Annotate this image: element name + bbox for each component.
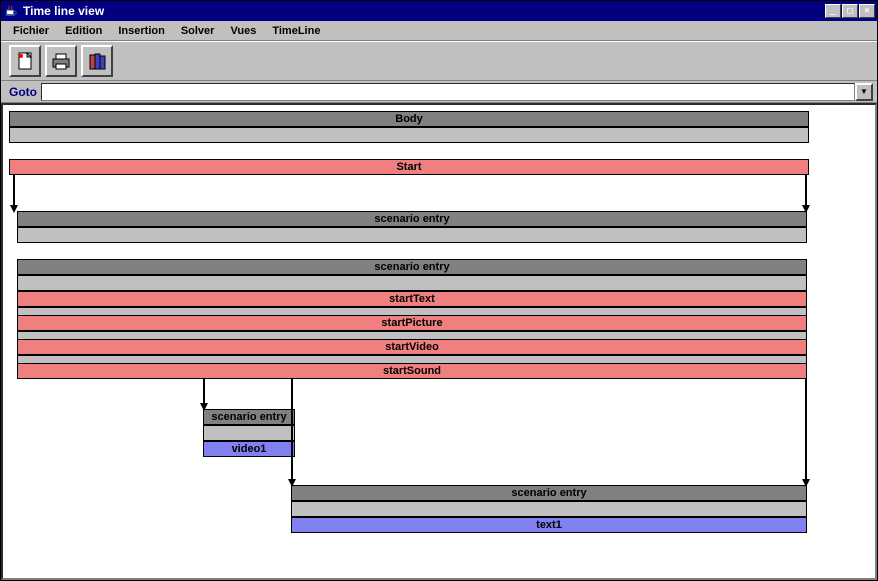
timeline-bar-video1[interactable]: video1 xyxy=(203,441,295,457)
timeline-bar-startSound[interactable]: startSound xyxy=(17,363,807,379)
printer-button[interactable] xyxy=(45,45,77,77)
timeline-bar-body[interactable]: Body xyxy=(9,111,809,127)
menubar: Fichier Edition Insertion Solver Vues Ti… xyxy=(1,21,877,41)
titlebar: Time line view _ □ × xyxy=(1,1,877,21)
timeline-bar-scen2-pad[interactable] xyxy=(17,275,807,291)
timeline-bar-startText[interactable]: startText xyxy=(17,291,807,307)
timeline-bar-scen3[interactable]: scenario entry xyxy=(203,409,295,425)
timeline-bar-scen3-pad[interactable] xyxy=(203,425,295,441)
timeline-bar-scen4-pad[interactable] xyxy=(291,501,807,517)
books-icon xyxy=(86,50,108,72)
goto-combobox[interactable]: ▼ xyxy=(41,83,873,101)
timeline-arrow-2 xyxy=(203,379,205,405)
timeline-bar-scen4[interactable]: scenario entry xyxy=(291,485,807,501)
menu-insertion[interactable]: Insertion xyxy=(110,23,172,39)
menu-edition[interactable]: Edition xyxy=(57,23,110,39)
java-cup-icon xyxy=(3,3,19,19)
timeline-arrowhead-2 xyxy=(200,403,208,411)
timeline-arrow-0 xyxy=(13,175,15,207)
maximize-button[interactable]: □ xyxy=(842,4,858,18)
timeline-bar-text1[interactable]: text1 xyxy=(291,517,807,533)
goto-label: Goto xyxy=(5,85,41,99)
new-doc-button[interactable] xyxy=(9,45,41,77)
toolbar xyxy=(1,41,877,81)
goto-input[interactable] xyxy=(41,83,855,101)
menu-solver[interactable]: Solver xyxy=(173,23,223,39)
timeline-bar-startPicture[interactable]: startPicture xyxy=(17,315,807,331)
menu-timeline[interactable]: TimeLine xyxy=(264,23,328,39)
new-doc-icon xyxy=(14,50,36,72)
timeline-arrowhead-3 xyxy=(288,479,296,487)
timeline-bar-start[interactable]: Start xyxy=(9,159,809,175)
app-window: Time line view _ □ × Fichier Edition Ins… xyxy=(0,0,878,581)
timeline-bar-body-pad[interactable] xyxy=(9,127,809,143)
timeline-arrowhead-4 xyxy=(802,479,810,487)
timeline-bar-scen1[interactable]: scenario entry xyxy=(17,211,807,227)
timeline-bar-scen1-pad[interactable] xyxy=(17,227,807,243)
printer-icon xyxy=(50,50,72,72)
timeline-canvas[interactable]: Body Start scenario entry scenario entry sta… xyxy=(1,103,877,580)
timeline-bar-startVideo[interactable]: startVideo xyxy=(17,339,807,355)
menu-fichier[interactable]: Fichier xyxy=(5,23,57,39)
books-button[interactable] xyxy=(81,45,113,77)
timeline-arrow-3 xyxy=(291,379,293,481)
timeline-arrowhead-0 xyxy=(10,205,18,213)
window-buttons: _ □ × xyxy=(825,4,875,18)
window-title: Time line view xyxy=(23,4,825,18)
close-button[interactable]: × xyxy=(859,4,875,18)
goto-row: Goto ▼ xyxy=(1,81,877,103)
timeline-arrow-1 xyxy=(805,175,807,207)
goto-dropdown-arrow[interactable]: ▼ xyxy=(855,83,873,101)
minimize-button[interactable]: _ xyxy=(825,4,841,18)
timeline-arrowhead-1 xyxy=(802,205,810,213)
menu-vues[interactable]: Vues xyxy=(222,23,264,39)
timeline-arrow-4 xyxy=(805,379,807,481)
timeline-bar-scen2[interactable]: scenario entry xyxy=(17,259,807,275)
